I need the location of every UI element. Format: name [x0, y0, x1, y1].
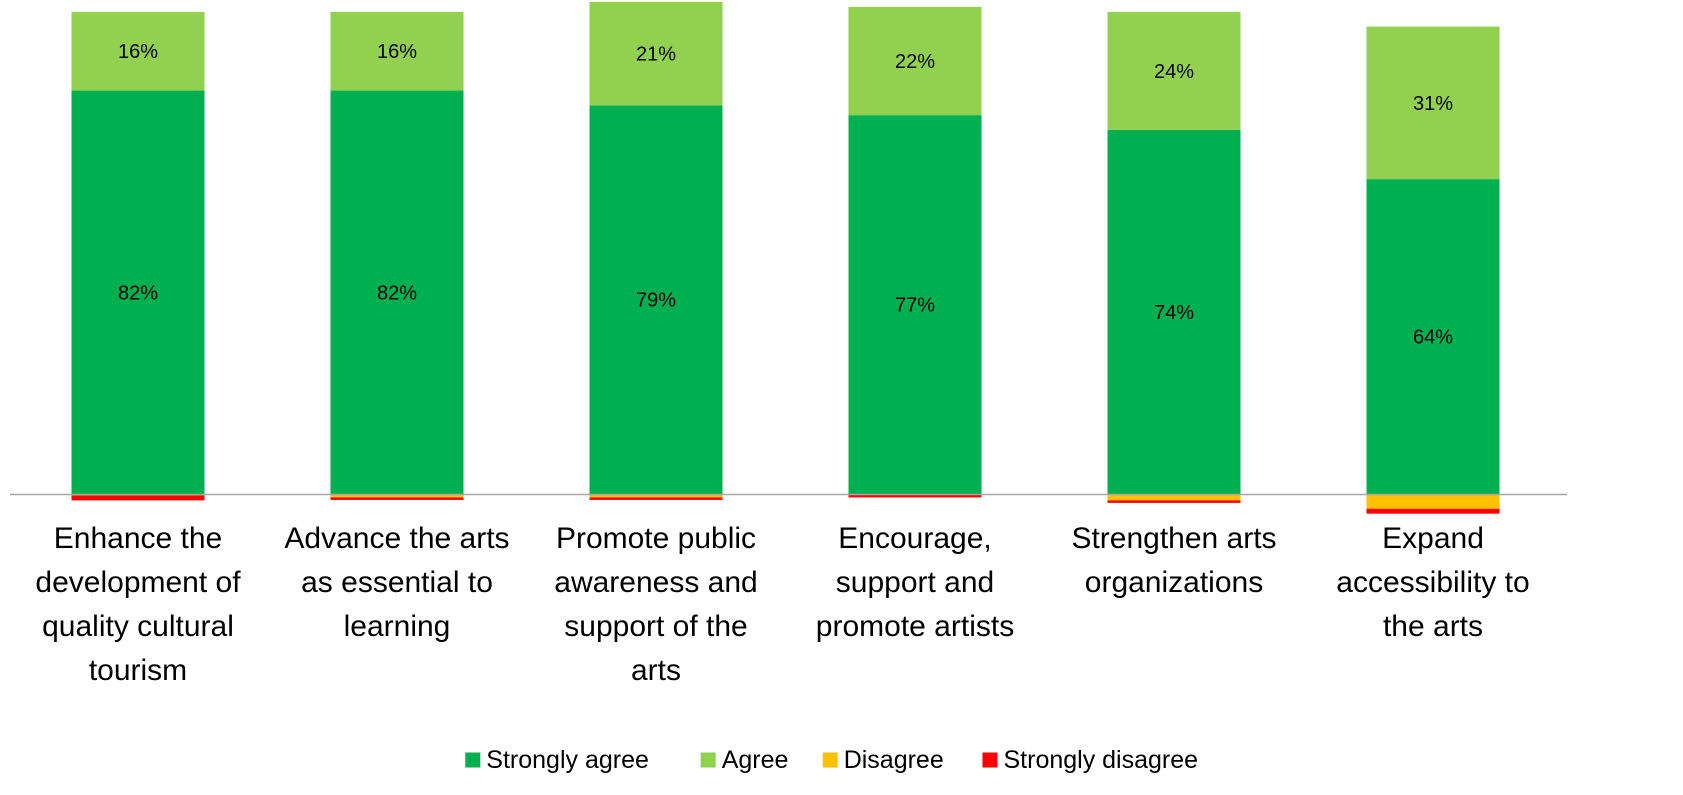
legend-label-strongly-disagree: Strongly disagree: [1004, 746, 1199, 774]
data-label-strongly-agree-cat-3: 79%: [636, 290, 676, 312]
plot-area: 82% 16% 82% 16% 79% 21% 77% 22% 74% 24% 64% 31%: [71, 2, 1500, 514]
legend-swatch-strongly-disagree: [982, 752, 998, 768]
legend-item-agree: Agree: [700, 746, 789, 774]
legend-item-disagree: Disagree: [822, 746, 944, 774]
bar-disagree-cat-3: [589, 494, 723, 498]
legend-label-strongly-agree: Strongly agree: [486, 746, 649, 774]
legend-swatch-strongly-agree: [465, 752, 481, 768]
data-label-strongly-agree-cat-1: 82%: [118, 282, 158, 304]
legend: Strongly agree Agree Disagree Strongly disa…: [465, 746, 1198, 774]
data-label-agree-cat-1: 16%: [118, 41, 158, 63]
bar-agree-cat-2: [330, 11, 464, 91]
data-label-strongly-agree-cat-4: 77%: [895, 295, 935, 317]
category-label-cat-1: Enhance the development of quality cultura…: [35, 522, 241, 687]
legend-item-strongly-agree: Strongly agree: [465, 746, 649, 774]
bar-agree-cat-6: [1366, 26, 1500, 180]
bar-strongly-agree-cat-1: [71, 90, 205, 494]
category-label-cat-2: Advance the arts as essential to learning: [284, 522, 509, 643]
bar-agree-cat-5: [1107, 11, 1241, 130]
bar-disagree-cat-2: [330, 494, 464, 498]
legend-label-disagree: Disagree: [844, 746, 944, 774]
data-label-agree-cat-4: 22%: [895, 51, 935, 73]
bar-agree-cat-4: [848, 6, 982, 116]
category-label-cat-5: Strengthen arts organizations: [1071, 522, 1276, 599]
bar-agree-cat-3: [589, 2, 723, 106]
bar-strongly-disagree-cat-4: [848, 494, 982, 498]
bar-strongly-agree-cat-5: [1107, 129, 1241, 495]
legend-label-agree: Agree: [722, 746, 789, 774]
data-label-agree-cat-6: 31%: [1413, 93, 1453, 115]
bar-strongly-agree-cat-3: [589, 105, 723, 494]
bar-strongly-disagree-cat-5: [1107, 500, 1241, 503]
bar-disagree-cat-5: [1107, 494, 1241, 501]
bar-strongly-disagree-cat-3: [589, 497, 723, 500]
category-label-cat-3: Promote public awareness and support of th…: [554, 522, 757, 687]
legend-swatch-agree: [700, 752, 716, 768]
category-axis-labels: Enhance the development of quality cultura…: [35, 522, 1529, 687]
legend-swatch-disagree: [822, 752, 838, 768]
data-label-agree-cat-3: 21%: [636, 44, 676, 66]
legend-item-strongly-disagree: Strongly disagree: [982, 746, 1199, 774]
data-label-agree-cat-2: 16%: [377, 41, 417, 63]
data-label-strongly-agree-cat-2: 82%: [377, 282, 417, 304]
bar-strongly-agree-cat-6: [1366, 179, 1500, 494]
bar-agree-cat-1: [71, 11, 205, 91]
data-label-strongly-agree-cat-6: 64%: [1413, 327, 1453, 349]
bar-strongly-disagree-cat-1: [71, 495, 205, 501]
category-label-cat-6: Expand accessibility to the arts: [1336, 522, 1529, 643]
bar-strongly-agree-cat-2: [330, 90, 464, 494]
bar-disagree-cat-6: [1366, 494, 1500, 509]
bar-strongly-agree-cat-4: [848, 115, 982, 494]
data-label-strongly-agree-cat-5: 74%: [1154, 302, 1194, 324]
bar-strongly-disagree-cat-6: [1366, 508, 1500, 514]
data-label-agree-cat-5: 24%: [1154, 61, 1194, 83]
category-label-cat-4: Encourage, support and promote artists: [816, 522, 1014, 643]
bar-strongly-disagree-cat-2: [330, 497, 464, 500]
